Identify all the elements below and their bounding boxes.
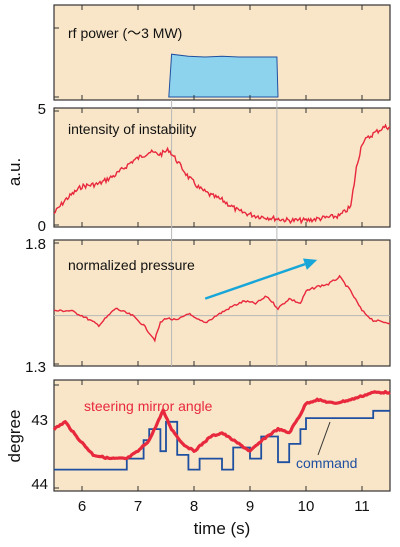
xtick-label-3: 9	[246, 498, 254, 515]
xtick-label-4: 10	[298, 498, 315, 515]
panel-angle	[53, 379, 391, 492]
xtick-label-1: 7	[134, 498, 142, 515]
ytick-angle-44: 44	[31, 476, 48, 493]
instability-annotation: intensity of instability	[68, 121, 196, 137]
ytick-pressure-top: 1.8	[25, 236, 46, 253]
xtick-label-2: 8	[190, 498, 198, 515]
trend-arrow-head	[303, 258, 318, 270]
pressure-marks	[54, 258, 391, 343]
ylabel-instability: a.u.	[5, 158, 24, 186]
command-callout-line	[317, 421, 331, 456]
rf-power-marks	[168, 53, 279, 98]
instability-line	[53, 123, 391, 225]
panel-instability	[53, 107, 391, 228]
xtick-label-5: 11	[354, 498, 370, 515]
xlabel: time (s)	[194, 519, 251, 538]
ytick-instability-bottom: 0	[38, 218, 46, 235]
command-line	[54, 409, 390, 471]
rf-power-area	[168, 53, 279, 98]
panel-pressure	[53, 239, 391, 367]
pressure-line	[54, 274, 391, 343]
series-label-steering-mirror-angle: steering mirror angle	[84, 398, 213, 414]
xtick-label-0: 6	[78, 498, 86, 515]
angle-marks	[52, 390, 391, 471]
steering-mirror-angle-line	[52, 390, 391, 461]
pressure-annotation: normalized pressure	[68, 257, 195, 273]
guide-lines	[54, 100, 390, 366]
x-tick-labels: 6 7 8 9 10 11	[78, 498, 370, 515]
axis-ticks	[54, 5, 363, 491]
ytick-instability-top: 5	[38, 101, 46, 118]
series-label-command: command	[296, 455, 357, 471]
instability-marks	[53, 123, 391, 225]
ylabel-angle: degree	[5, 410, 24, 463]
trend-arrow-shaft	[204, 263, 306, 300]
rf-power-annotation: rf power (〜3 MW)	[68, 25, 182, 41]
ytick-angle-43: 43	[31, 412, 48, 429]
ytick-pressure-bottom: 1.3	[25, 359, 46, 376]
